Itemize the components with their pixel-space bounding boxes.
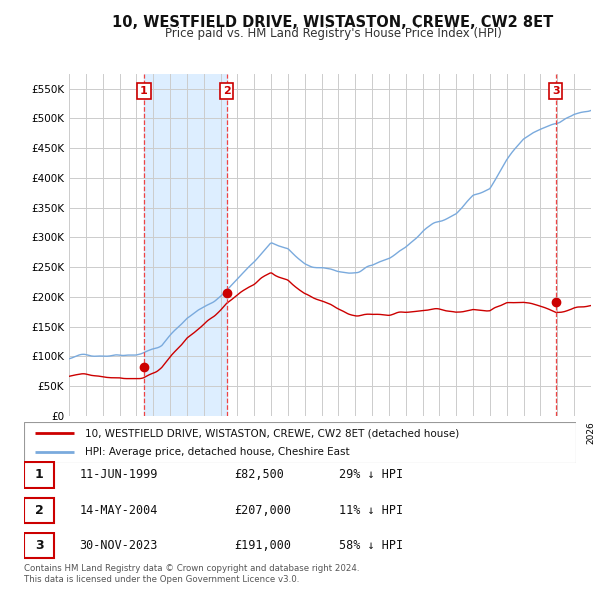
Text: 1: 1	[140, 86, 148, 96]
Text: 29% ↓ HPI: 29% ↓ HPI	[338, 468, 403, 481]
Text: 58% ↓ HPI: 58% ↓ HPI	[338, 539, 403, 552]
FancyBboxPatch shape	[24, 533, 55, 559]
Text: 11% ↓ HPI: 11% ↓ HPI	[338, 504, 403, 517]
Bar	[144, 74, 227, 416]
Text: £207,000: £207,000	[234, 504, 291, 517]
Text: £82,500: £82,500	[234, 468, 284, 481]
Text: 3: 3	[552, 86, 560, 96]
Text: 2: 2	[223, 86, 230, 96]
Text: 1: 1	[35, 468, 44, 481]
Text: Price paid vs. HM Land Registry's House Price Index (HPI): Price paid vs. HM Land Registry's House …	[164, 27, 502, 40]
Text: Contains HM Land Registry data © Crown copyright and database right 2024.: Contains HM Land Registry data © Crown c…	[24, 565, 359, 573]
Text: 2: 2	[35, 504, 44, 517]
Text: 30-NOV-2023: 30-NOV-2023	[79, 539, 158, 552]
Text: £191,000: £191,000	[234, 539, 291, 552]
Text: 10, WESTFIELD DRIVE, WISTASTON, CREWE, CW2 8ET: 10, WESTFIELD DRIVE, WISTASTON, CREWE, C…	[112, 15, 554, 30]
FancyBboxPatch shape	[24, 462, 55, 488]
Text: This data is licensed under the Open Government Licence v3.0.: This data is licensed under the Open Gov…	[24, 575, 299, 584]
Text: 11-JUN-1999: 11-JUN-1999	[79, 468, 158, 481]
Text: 14-MAY-2004: 14-MAY-2004	[79, 504, 158, 517]
FancyBboxPatch shape	[24, 422, 576, 463]
Text: 10, WESTFIELD DRIVE, WISTASTON, CREWE, CW2 8ET (detached house): 10, WESTFIELD DRIVE, WISTASTON, CREWE, C…	[85, 428, 459, 438]
FancyBboxPatch shape	[24, 497, 55, 523]
Text: 3: 3	[35, 539, 43, 552]
Text: HPI: Average price, detached house, Cheshire East: HPI: Average price, detached house, Ches…	[85, 447, 349, 457]
